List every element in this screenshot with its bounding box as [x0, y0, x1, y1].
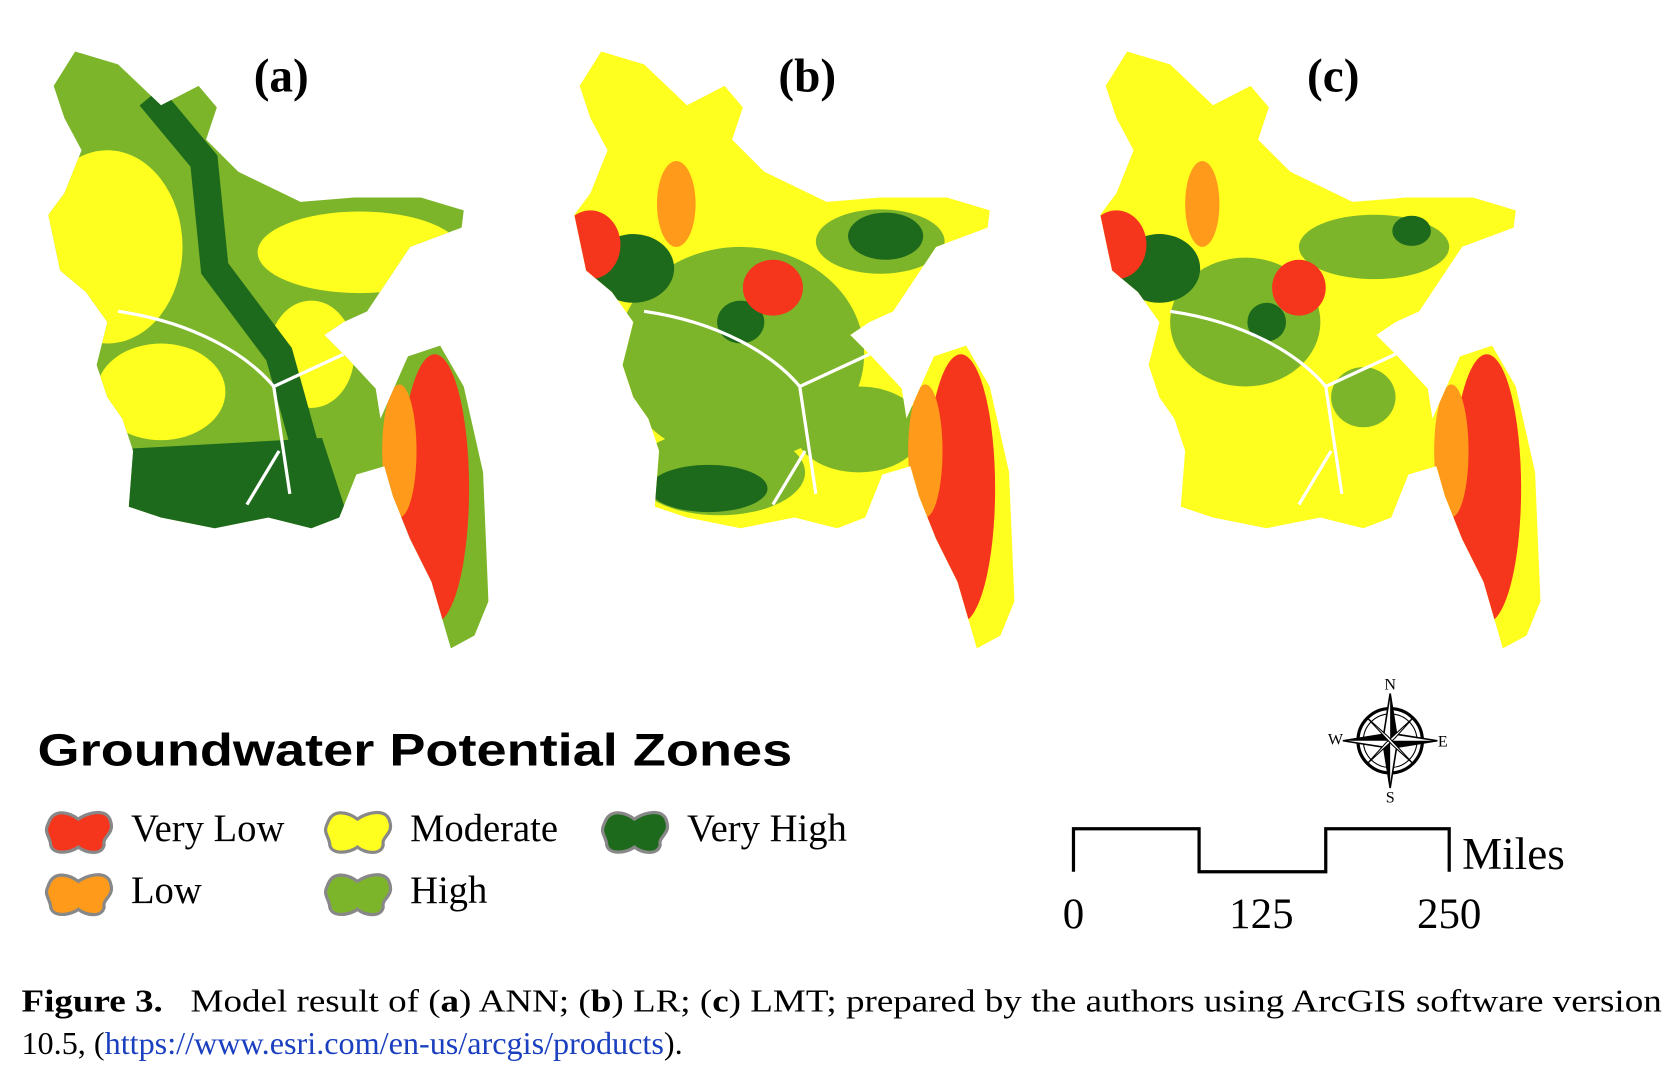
compass-part — [1390, 693, 1397, 741]
caption-text: ) LMT; prepared by the authors using Arc… — [729, 982, 1662, 1018]
map-region — [1100, 210, 1147, 280]
compass-part — [1342, 734, 1391, 741]
legend-label: Very Low — [131, 808, 284, 850]
map-region — [1434, 384, 1469, 518]
legend-label: Moderate — [410, 808, 558, 850]
compass-north: N — [1384, 677, 1396, 694]
map-region — [118, 438, 355, 537]
map-region — [96, 343, 226, 441]
map-region — [1169, 309, 1397, 506]
compass: N S E W — [1328, 677, 1448, 807]
compass-part — [1383, 740, 1391, 788]
map-region — [574, 210, 621, 280]
map-region — [848, 212, 924, 260]
map-region — [48, 150, 183, 344]
caption-text: ) ANN; ( — [459, 982, 591, 1018]
caption-text: 10.5, ( — [21, 1025, 104, 1061]
panel-label: (a) — [254, 50, 309, 102]
compass-part — [1390, 740, 1438, 748]
compass-part — [1366, 716, 1415, 765]
caption-link[interactable]: https://www.esri.com/en-us/arcgis/produc… — [105, 1025, 664, 1061]
scale-label: 0 — [1063, 891, 1084, 938]
panel-label: (c) — [1307, 50, 1359, 102]
caption-text: ). — [664, 1025, 683, 1061]
map-region — [742, 259, 803, 316]
caption-text: Model result of ( — [163, 982, 441, 1018]
map-panel: (a) — [48, 50, 489, 649]
compass-east: E — [1438, 734, 1448, 751]
map-region — [117, 309, 345, 506]
legend: Very Low Low Moderate High Very High — [44, 808, 847, 917]
map-region — [1185, 161, 1220, 247]
map-panel: (c) — [1100, 50, 1541, 649]
compass-west: W — [1328, 731, 1344, 748]
map-region — [1331, 367, 1396, 428]
legend-swatch — [600, 810, 670, 855]
map-region — [1392, 215, 1431, 246]
map-region — [382, 384, 417, 518]
map-region — [643, 309, 871, 506]
caption-text: a — [441, 982, 460, 1018]
compass-south: S — [1386, 789, 1395, 806]
map-region — [139, 87, 320, 455]
map-region — [794, 386, 924, 473]
scale-bar — [1071, 827, 1451, 874]
caption: 10.5, (https://www.esri.com/en-us/arcgis… — [21, 1025, 682, 1061]
scale-label: 250 — [1417, 891, 1481, 938]
scale-label: 125 — [1229, 891, 1293, 938]
map-region — [908, 384, 943, 518]
legend-swatch — [44, 810, 114, 855]
legend-title: Groundwater Potential Zones — [38, 725, 793, 776]
map-region — [1272, 259, 1326, 316]
map-region — [649, 464, 768, 513]
map-region — [257, 211, 462, 294]
caption-text: b — [591, 982, 612, 1018]
map-region — [717, 300, 765, 344]
map-panel: (b) — [574, 50, 1015, 649]
legend-swatch — [323, 810, 393, 855]
legend-label: High — [410, 870, 487, 912]
caption-text: ) LR; ( — [611, 982, 712, 1018]
legend-swatch — [44, 873, 114, 917]
panel-label: (b) — [778, 50, 836, 102]
caption: Figure 3. Model result of (a) ANN; (b) L… — [21, 982, 1661, 1018]
caption-text: Figure 3. — [21, 982, 162, 1018]
map-region — [656, 161, 696, 247]
map-region — [1247, 302, 1287, 342]
legend-swatch — [323, 873, 393, 917]
legend-label: Very High — [687, 808, 847, 850]
scale-unit: Miles — [1462, 829, 1565, 879]
caption-text: c — [712, 982, 728, 1018]
legend-label: Low — [131, 870, 202, 912]
